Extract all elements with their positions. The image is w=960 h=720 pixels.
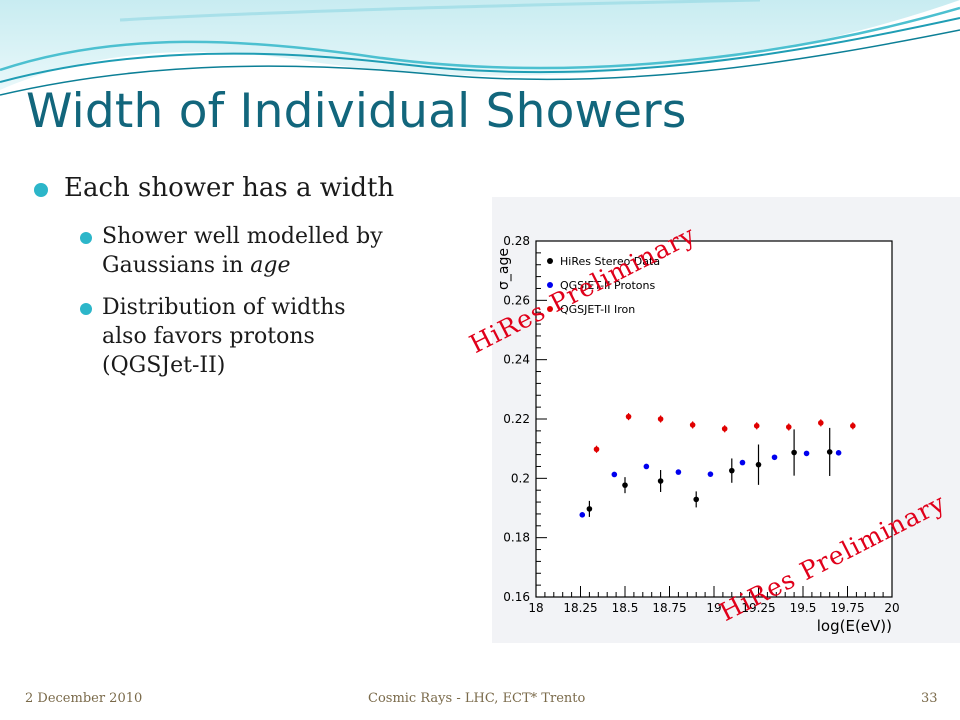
series-group bbox=[593, 413, 856, 453]
legend-marker bbox=[547, 306, 553, 312]
data-point bbox=[739, 459, 746, 466]
series-group bbox=[579, 450, 842, 518]
header-waves-decoration bbox=[0, 0, 960, 96]
bullet-dot-icon bbox=[80, 303, 92, 315]
data-point bbox=[611, 471, 618, 478]
x-tick-label: 19.75 bbox=[830, 601, 864, 615]
data-point bbox=[835, 450, 842, 456]
legend-entry: HiRes Stereo Data bbox=[560, 255, 660, 268]
legend-marker bbox=[547, 258, 553, 264]
legend-entry: QGSJET-II Iron bbox=[560, 303, 635, 316]
data-point bbox=[826, 449, 833, 455]
scatter-chart: 18 18.25 18.5 18.75 19 19.25 19.5 19.75 20 0.16 0.… bbox=[492, 197, 960, 643]
data-point bbox=[753, 423, 760, 429]
sub-bullet-model-line1: Shower well modelled by bbox=[102, 224, 383, 249]
x-tick-label: 19.5 bbox=[790, 601, 817, 615]
data-point bbox=[622, 482, 628, 488]
bullet-main-text: Each shower has a width bbox=[64, 173, 395, 203]
y-tick-label: 0.22 bbox=[503, 412, 530, 426]
sub-bullet-model-line2: Gaussians in age bbox=[102, 251, 464, 280]
data-point bbox=[643, 463, 650, 470]
data-point bbox=[803, 450, 810, 457]
sub-bullet-model-line2-text: Gaussians in bbox=[102, 253, 251, 278]
footer-title: Cosmic Rays - LHC, ECT* Trento bbox=[368, 691, 586, 706]
bullet-dot-icon bbox=[80, 232, 92, 244]
data-point bbox=[721, 425, 728, 432]
data-point bbox=[755, 461, 762, 468]
bullet-list: Each shower has a width Shower well mode… bbox=[34, 172, 464, 393]
x-tick-label: 19.25 bbox=[741, 601, 775, 615]
data-point bbox=[689, 422, 696, 428]
data-point bbox=[693, 496, 699, 503]
x-axis-label: log(E(eV)) bbox=[817, 617, 892, 635]
data-point bbox=[850, 423, 856, 429]
y-tick-label: 0.16 bbox=[503, 590, 530, 604]
data-point bbox=[586, 506, 593, 512]
x-tick-label: 18.25 bbox=[563, 601, 597, 615]
chart-panel: 18 18.25 18.5 18.75 19 19.25 19.5 19.75 20 0.16 0.… bbox=[492, 197, 960, 643]
data-point bbox=[579, 512, 586, 518]
x-tick-label: 20 bbox=[884, 601, 899, 615]
sub-bullet-distribution: Distribution of widths also favors proto… bbox=[34, 293, 464, 380]
data-point bbox=[675, 469, 682, 475]
legend-marker bbox=[547, 282, 553, 288]
sub-bullet-model-emphasis: age bbox=[250, 253, 291, 278]
data-point bbox=[785, 424, 792, 430]
y-tick-label: 0.28 bbox=[503, 234, 530, 248]
x-tick-label: 19 bbox=[706, 601, 721, 615]
sub-bullet-model: Shower well modelled by Gaussians in age bbox=[34, 222, 464, 280]
data-point bbox=[771, 454, 778, 461]
y-tick-label: 0.18 bbox=[503, 531, 530, 545]
x-tick-label: 18.75 bbox=[652, 601, 686, 615]
sub-bullet-distribution-line2: also favors protons bbox=[102, 324, 315, 349]
legend-entry: QGSJET-II Protons bbox=[560, 279, 655, 292]
y-tick-label: 0.2 bbox=[511, 471, 530, 485]
slide-title: Width of Individual Showers bbox=[26, 84, 687, 139]
data-point bbox=[657, 478, 664, 484]
bullet-dot-icon bbox=[34, 183, 48, 197]
data-point bbox=[625, 413, 632, 420]
y-tick-label: 0.26 bbox=[503, 293, 530, 307]
data-point bbox=[657, 416, 664, 422]
data-point bbox=[729, 467, 735, 474]
data-point bbox=[707, 471, 714, 477]
sub-bullet-distribution-line3: (QGSJet-II) bbox=[102, 353, 226, 378]
data-point bbox=[593, 446, 600, 453]
sub-bullet-distribution-line1: Distribution of widths bbox=[102, 295, 346, 320]
footer-date: 2 December 2010 bbox=[25, 691, 143, 706]
x-tick-label: 18 bbox=[528, 601, 543, 615]
footer-page-number: 33 bbox=[921, 691, 938, 706]
y-axis-label: σ_age bbox=[496, 248, 512, 290]
y-tick-label: 0.24 bbox=[503, 353, 530, 367]
data-point bbox=[791, 449, 797, 456]
data-point bbox=[818, 420, 824, 426]
x-tick-label: 18.5 bbox=[612, 601, 639, 615]
series-group bbox=[586, 427, 833, 517]
bullet-main: Each shower has a width bbox=[34, 172, 464, 204]
